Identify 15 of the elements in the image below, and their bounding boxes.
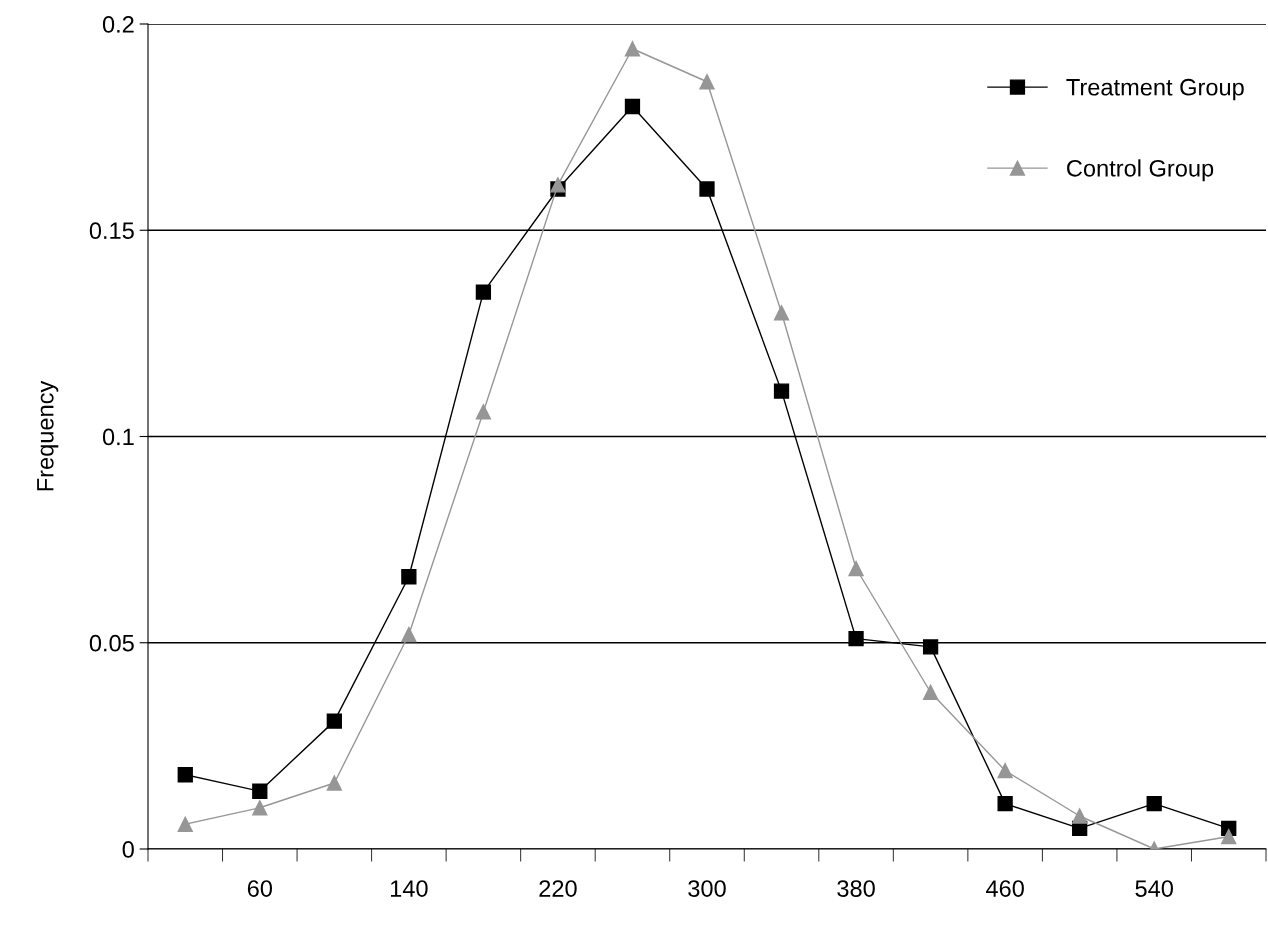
x-tick-label: 380 [837,880,875,897]
x-tick-label: 460 [985,880,1024,897]
legend-label: Treatment Group [1066,78,1244,101]
y-tick-label: 0 [122,841,134,858]
y-axis-title: Frequency [37,380,59,491]
x-tick-label: 300 [688,880,726,897]
y-tick-label: 0.15 [89,222,134,240]
x-tick-label: 60 [247,880,273,897]
y-tick-label: 0.1 [102,428,134,446]
legend-label: Control Group [1067,159,1214,182]
x-tick-label: 220 [539,880,577,897]
x-tick-label: 140 [390,880,428,897]
y-tick-label: 0.05 [89,634,134,652]
x-tick-label: 540 [1135,880,1173,897]
y-tick-label: 0.2 [102,16,134,33]
